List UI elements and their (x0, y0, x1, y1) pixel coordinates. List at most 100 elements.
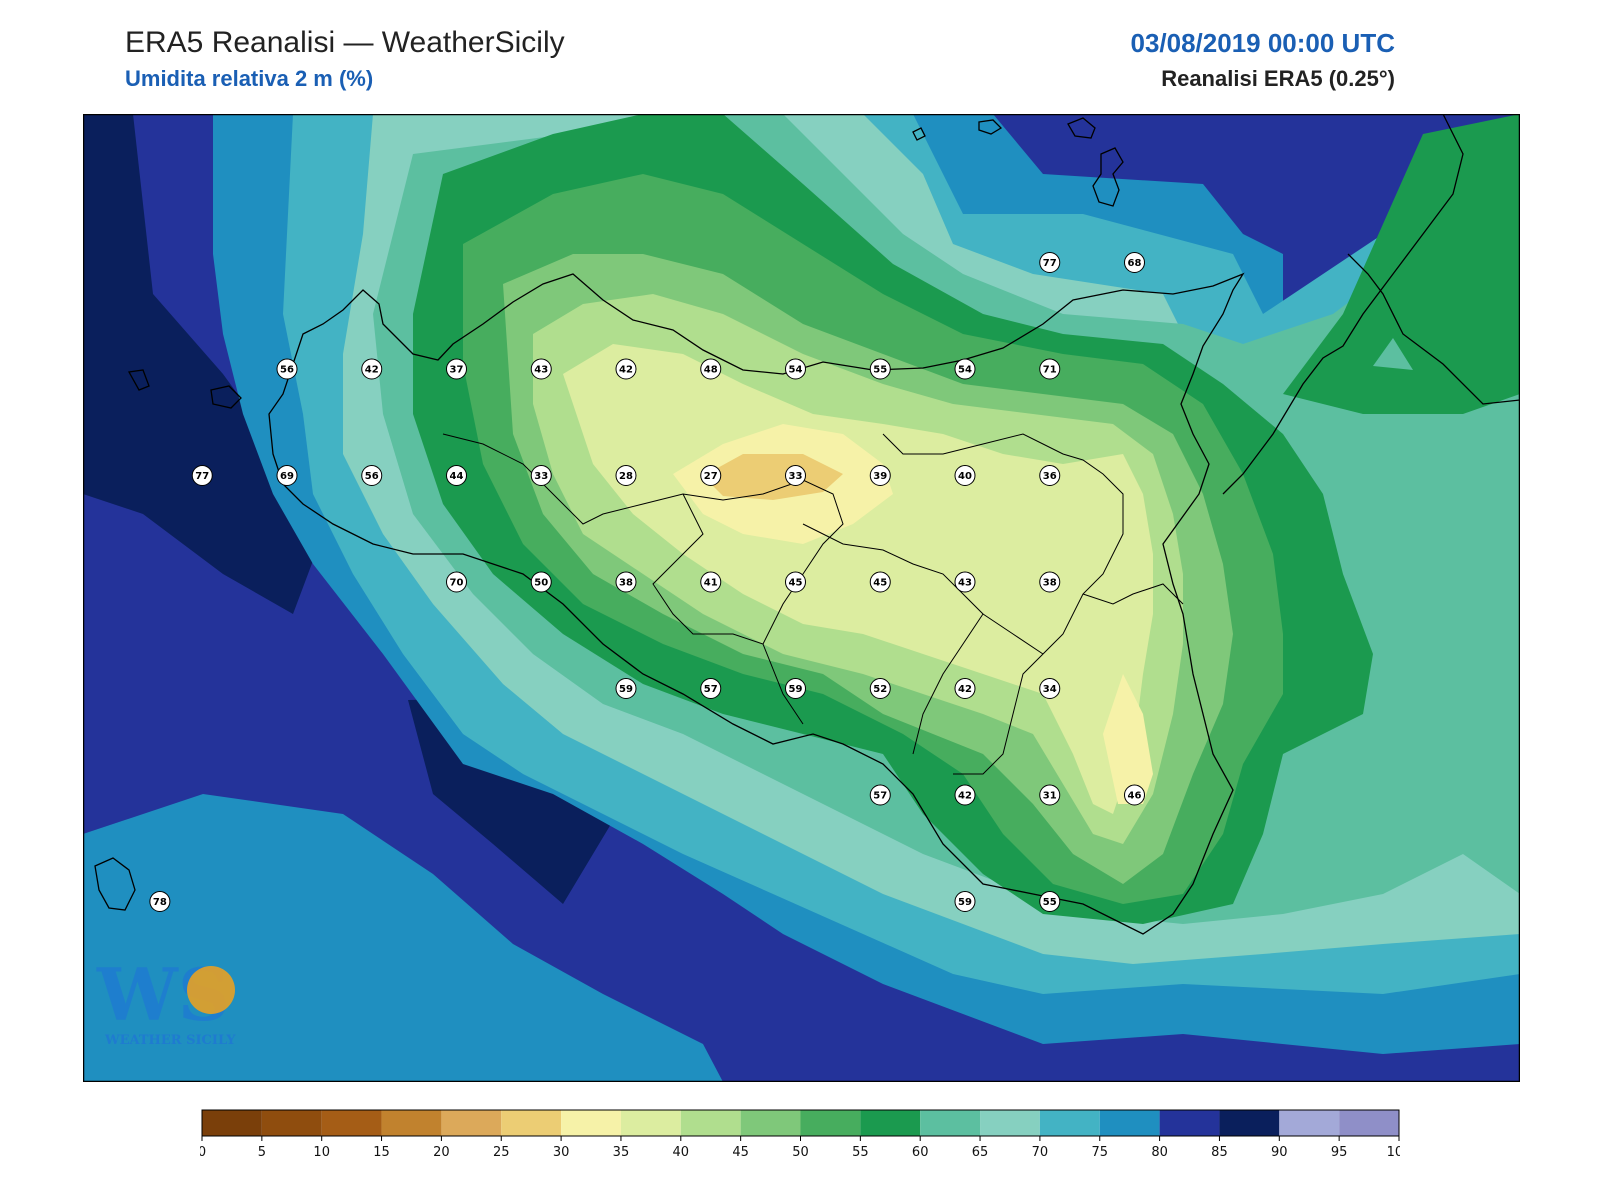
station-value: 33 (789, 471, 803, 482)
station-circle (530, 465, 552, 486)
station-value: 54 (789, 365, 803, 376)
station-value: 69 (280, 471, 294, 482)
colorbar-segment (800, 1110, 861, 1136)
station-marker: 38 (615, 571, 637, 593)
station-circle (1039, 571, 1061, 593)
station-circle (954, 465, 976, 486)
colorbar-tick-label: 10 (313, 1145, 330, 1160)
station-circle (785, 571, 806, 593)
colorbar-segment (920, 1110, 981, 1136)
colorbar-tick-label: 95 (1331, 1145, 1348, 1160)
station-marker: 38 (1039, 571, 1061, 593)
station-circle (615, 571, 637, 593)
station-value: 39 (873, 471, 887, 482)
station-marker: 77 (191, 465, 213, 486)
station-value: 27 (704, 471, 718, 482)
station-marker: 37 (446, 358, 467, 380)
station-circle (446, 571, 467, 593)
station-circle (276, 465, 298, 486)
station-marker: 59 (615, 678, 637, 699)
calabria-coastline (1222, 114, 1520, 495)
valid-datetime: 03/08/2019 00:00 UTC (1130, 28, 1395, 58)
station-marker: 31 (1039, 784, 1061, 806)
humidity-map: WS WEATHER SICILY 56 42 37 43 42 48 54 55 54 71 77… (83, 114, 1520, 1082)
station-value: 41 (704, 578, 718, 589)
map-frame (83, 114, 1520, 1082)
station-circle (276, 358, 298, 380)
colorbar-segment (1099, 1110, 1160, 1136)
logo-sun-icon (187, 966, 235, 1014)
station-circle (785, 358, 806, 380)
map-subtitle: Umidita relativa 2 m (%) (125, 66, 374, 91)
egadi-island-2 (210, 385, 242, 409)
station-marker: 55 (1039, 891, 1061, 912)
station-marker: 43 (954, 571, 976, 593)
weathersicily-logo: WS WEATHER SICILY (96, 952, 236, 1048)
station-marker: 56 (361, 465, 383, 486)
station-value: 45 (873, 578, 887, 589)
colorbar-segment (561, 1110, 621, 1136)
station-marker: 57 (869, 784, 891, 806)
station-circle (700, 678, 722, 699)
logo-wordmark: WEATHER SICILY (104, 1033, 236, 1048)
station-marker: 33 (785, 465, 806, 486)
station-value: 57 (873, 791, 887, 802)
station-circle (785, 678, 806, 699)
station-marker: 42 (361, 358, 383, 380)
station-marker: 59 (954, 891, 976, 912)
band-60-65-tip (1373, 338, 1413, 370)
colorbar-segment (620, 1110, 681, 1136)
colorbar-tick-label: 50 (792, 1145, 809, 1160)
ustica-island (912, 127, 926, 141)
station-marker: 27 (700, 465, 722, 486)
colorbar-segment (1039, 1110, 1100, 1136)
colorbar-segment (1159, 1110, 1220, 1136)
station-value: 34 (1043, 684, 1057, 695)
colorbar-tick-label: 5 (258, 1145, 266, 1160)
colorbar-tick-label: 80 (1151, 1145, 1168, 1160)
station-marker: 42 (954, 784, 976, 806)
station-value: 43 (958, 578, 972, 589)
station-marker: 68 (1124, 252, 1145, 273)
station-value: 48 (704, 365, 718, 376)
station-value: 42 (619, 365, 633, 376)
colorbar-tick-label: 60 (912, 1145, 929, 1160)
station-value: 36 (1043, 471, 1057, 482)
station-circle (954, 784, 976, 806)
station-marker: 56 (276, 358, 298, 380)
station-circle (700, 465, 722, 486)
station-circle (361, 465, 383, 486)
station-circle (869, 784, 891, 806)
colorbar: 0 5 10 15 20 25 30 35 40 45 50 55 60 65 70 75 80 85 90 95 10… (200, 1109, 1400, 1160)
colorbar-tick-label: 0 (200, 1145, 206, 1160)
station-value: 56 (365, 471, 379, 482)
station-value: 44 (450, 471, 464, 482)
station-value: 40 (958, 471, 972, 482)
colorbar-segment (501, 1110, 562, 1136)
colorbar-segment (740, 1110, 801, 1136)
colorbar-segment (1339, 1110, 1399, 1136)
colorbar-tick-label: 85 (1211, 1145, 1228, 1160)
station-circle (954, 891, 976, 912)
station-circle (530, 358, 552, 380)
colorbar-segment (321, 1110, 382, 1136)
station-marker: 48 (700, 358, 722, 380)
station-circle (446, 358, 467, 380)
sicily-coastline (268, 272, 1245, 935)
station-value: 59 (958, 897, 972, 908)
band-55-60-east (1283, 114, 1520, 414)
colorbar-tick-label: 25 (493, 1145, 510, 1160)
station-value: 71 (1043, 365, 1057, 376)
station-marker: 54 (785, 358, 806, 380)
station-marker: 59 (785, 678, 806, 699)
station-value: 38 (1043, 578, 1057, 589)
station-value: 46 (1128, 791, 1142, 802)
colorbar-segment (860, 1110, 921, 1136)
station-value: 77 (195, 471, 209, 482)
station-circle (1039, 678, 1061, 699)
station-value: 42 (365, 365, 379, 376)
station-value: 57 (704, 684, 718, 695)
station-marker: 52 (869, 678, 891, 699)
station-circle (149, 891, 171, 912)
colorbar-tick-label: 35 (613, 1145, 630, 1160)
